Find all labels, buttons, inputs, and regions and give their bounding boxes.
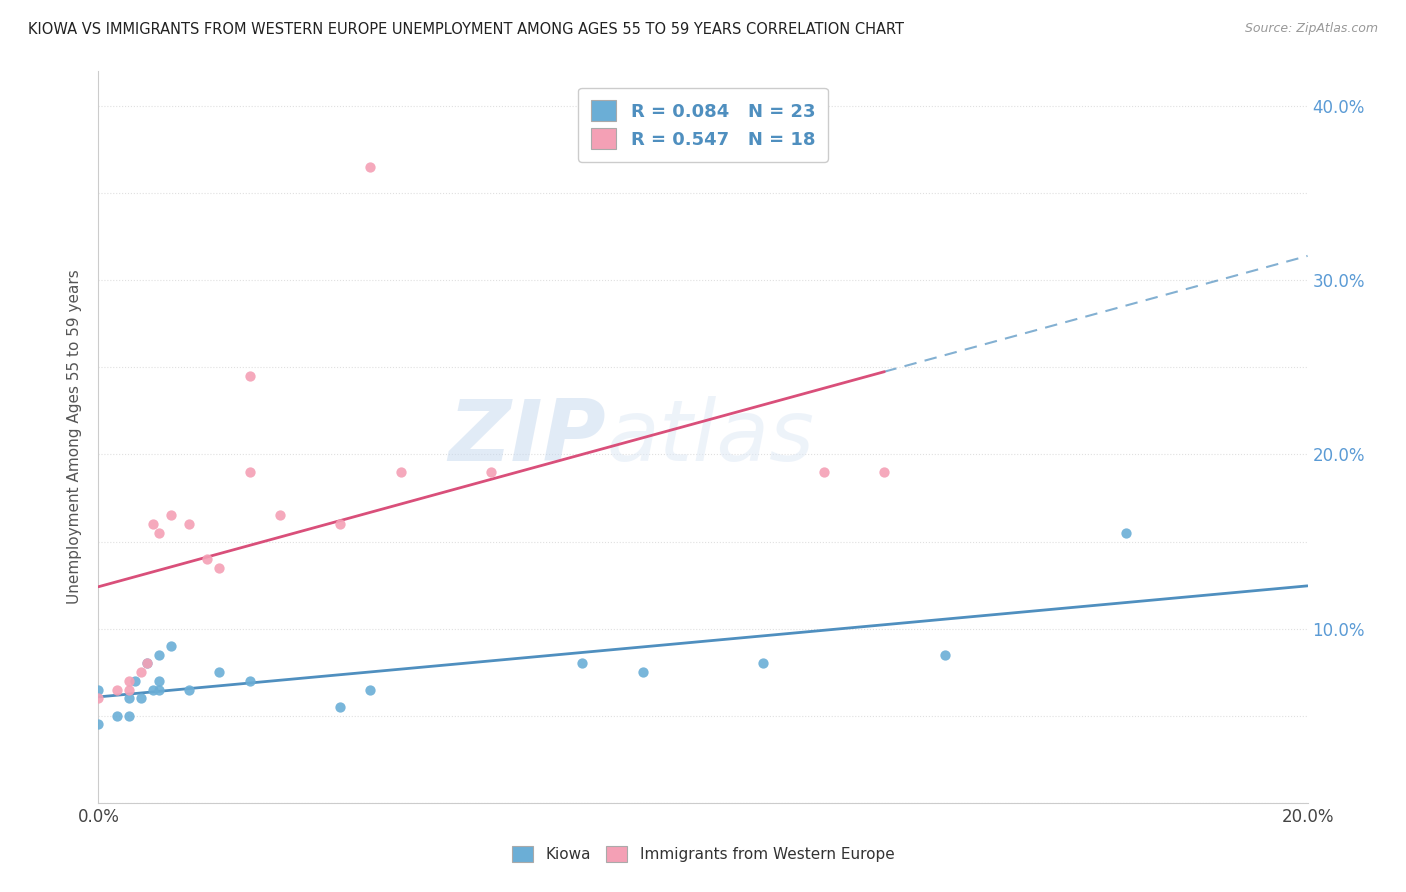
Point (360, 682, 382, 697)
Point (389, 465, 412, 479)
Point (148, 682, 170, 697)
Point (148, 648, 170, 662)
Point (118, 682, 141, 697)
Point (135, 657, 157, 671)
Point (142, 517, 165, 532)
Point (934, 648, 956, 662)
Point (179, 682, 201, 697)
Point (105, 682, 128, 697)
Point (631, 665, 654, 680)
Point (481, 465, 503, 479)
Point (239, 369, 262, 384)
Point (179, 517, 201, 532)
Point (142, 682, 165, 697)
Point (239, 465, 262, 479)
Point (160, 508, 183, 523)
Point (239, 673, 262, 688)
Point (269, 508, 291, 523)
Point (571, 657, 593, 671)
Point (329, 700, 352, 714)
Text: KIOWA VS IMMIGRANTS FROM WESTERN EUROPE UNEMPLOYMENT AMONG AGES 55 TO 59 YEARS C: KIOWA VS IMMIGRANTS FROM WESTERN EUROPE … (28, 22, 904, 37)
Point (752, 657, 775, 671)
Text: ZIP: ZIP (449, 395, 606, 479)
Text: atlas: atlas (606, 395, 814, 479)
Point (813, 465, 835, 479)
Legend: Kiowa, Immigrants from Western Europe: Kiowa, Immigrants from Western Europe (506, 840, 900, 868)
Point (1115, 525, 1137, 540)
Point (160, 639, 183, 653)
Point (329, 517, 352, 532)
Point (148, 673, 170, 688)
Point (129, 665, 152, 680)
Y-axis label: Unemployment Among Ages 55 to 59 years: Unemployment Among Ages 55 to 59 years (67, 269, 83, 605)
Point (87, 717, 110, 731)
Point (118, 691, 141, 706)
Point (118, 673, 141, 688)
Point (129, 691, 152, 706)
Point (148, 525, 170, 540)
Point (360, 160, 382, 174)
Point (118, 708, 141, 723)
Point (105, 708, 128, 723)
Point (87, 682, 110, 697)
Point (873, 465, 896, 479)
Text: Source: ZipAtlas.com: Source: ZipAtlas.com (1244, 22, 1378, 36)
Point (135, 657, 157, 671)
Point (87, 691, 110, 706)
Point (208, 665, 231, 680)
Point (124, 673, 146, 688)
Point (195, 552, 218, 566)
Point (208, 560, 231, 574)
